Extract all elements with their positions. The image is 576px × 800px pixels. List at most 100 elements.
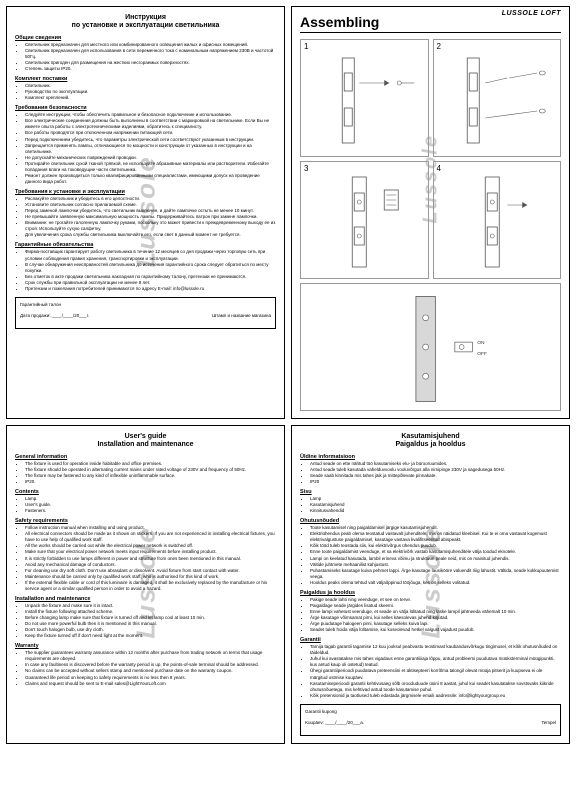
list-warranty: Фирма-поставщик гарантирует работу свети…	[15, 249, 276, 291]
list-item: For cleaning use dry soft cloth. Don't u…	[25, 568, 276, 574]
section-safety: Требования безопасности	[15, 105, 276, 111]
list-item: Протирайте светильник сухой тканой тряпк…	[25, 161, 276, 173]
list-warranty: The supplier guarantees warranty assuran…	[15, 650, 276, 686]
list-warranty: Tarnija tagab garantii tagamise 12 kuu j…	[300, 644, 561, 699]
title-l1: Kasutamisjuhend	[401, 433, 459, 440]
list-contents: Светильник.Руководство по эксплуатации.К…	[15, 83, 276, 101]
section-safety: Safety requirements	[15, 518, 276, 524]
section-general: Общие сведения	[15, 35, 276, 41]
title-l2: Installation and maintenance	[97, 441, 193, 448]
list-item: Hooldus peaks olema tehtud valt väljaõpp…	[310, 580, 561, 586]
svg-text:ON: ON	[477, 340, 485, 346]
list-item: The supplier guarantees warranty assuran…	[25, 650, 276, 662]
list-item: If the external flexible cable or cord o…	[25, 580, 276, 592]
section-warranty: Warranty	[15, 643, 276, 649]
list-item: Светильник предназначен для использовани…	[25, 48, 276, 60]
title-l1: Инструкция	[125, 14, 166, 21]
page-title: User's guide Installation and maintenanc…	[15, 433, 276, 450]
list-item: Для увеличения срока службы светильника …	[25, 232, 276, 238]
list-item: Ühegi garantiiperioodi puudatava preteen…	[310, 668, 561, 680]
diagram-step-2: 2	[433, 39, 562, 157]
list-safety: Следуйте инструкции, чтобы обеспечить пр…	[15, 112, 276, 185]
section-safety: Ohutusnõuded	[300, 518, 561, 524]
list-install: Unpack the fixture and make sure it is i…	[15, 603, 276, 639]
stamp-label: Штамп и название магазина	[212, 313, 271, 318]
warranty-label: Garantii kupong	[305, 709, 556, 714]
step-num: 1	[304, 42, 308, 51]
page-en: Lussole User's guide Installation and ma…	[6, 425, 285, 744]
brand-label: LUSSOLE LOFT	[502, 10, 561, 17]
list-install: Pakige seade lahti ning veenduge, et see…	[300, 597, 561, 633]
list-item: All electrical connectors should be made…	[25, 531, 276, 543]
list-contents: Lamp.User's guide.Fasteners.	[15, 496, 276, 514]
list-item: It is strictly forbidden to use lamps di…	[25, 556, 276, 562]
list-install: Распакуйте светильник и убедитесь в его …	[15, 196, 276, 238]
list-item: Juhul kui avastatakse mis tahes vigadaus…	[310, 656, 561, 668]
title-l2: по установке и эксплуатации светильника	[72, 22, 220, 29]
page-et: Lussole Kasutamisjuhend Paigaldus ja hoo…	[291, 425, 570, 744]
diagram-svg-3	[304, 165, 425, 275]
list-contents: LampKasutamisjuhendKinnitusvahendid	[300, 496, 561, 514]
section-general: Üldine informatsioon	[300, 454, 561, 460]
section-install: Installation and maintenance	[15, 596, 276, 602]
list-item: Без отметок в акте продажи светильника н…	[25, 274, 276, 280]
section-contents: Комплект поставки	[15, 76, 276, 82]
list-general: The fixture is used for operation inside…	[15, 461, 276, 485]
diagram-svg-4	[437, 165, 558, 275]
list-item: The fixture should be operated in altern…	[25, 467, 276, 473]
svg-text:OFF: OFF	[477, 351, 487, 357]
page-title: Инструкция по установке и эксплуатации с…	[15, 14, 276, 31]
list-item: Ремонт должен производиться только квали…	[25, 173, 276, 185]
list-item: Claims and request should be sent to E-m…	[25, 681, 276, 687]
diagram-final: ON OFF	[300, 283, 561, 411]
section-install: Paigaldus ja hooldus	[300, 590, 561, 596]
warranty-coupon: Garantii kupong Kuupäev: ____/____/20___…	[300, 704, 561, 736]
list-item: Puhastamiseks kasutage kuiva pehmet lapp…	[310, 568, 561, 580]
list-item: Keep the fixture turned off if don't nee…	[25, 633, 276, 639]
section-contents: Contents	[15, 489, 276, 495]
list-item: Внимание: не трогайте галогенную лампочк…	[25, 220, 276, 232]
list-item: Степень защиты IP20.	[25, 66, 276, 72]
section-warranty: Гарантийные обязательства	[15, 242, 276, 248]
diagram-step-4: 4	[433, 161, 562, 279]
diagram-grid: 1 2	[300, 39, 561, 411]
list-safety: Follow instruction manual when installin…	[15, 525, 276, 592]
list-item: Запрещается применять лампы, отличающиес…	[25, 143, 276, 155]
page-title: Kasutamisjuhend Paigaldus ja hooldus	[300, 433, 561, 450]
page-ru: Lussole Инструкция по установке и эксплу…	[6, 6, 285, 419]
warranty-label: Гарантийный талон	[20, 302, 271, 307]
diagram-step-1: 1	[300, 39, 429, 157]
section-contents: Sisu	[300, 489, 561, 495]
step-num: 3	[304, 164, 308, 173]
list-item: Перед подключением убедитесь, что параме…	[25, 137, 276, 143]
list-item: Комплект креплений.	[25, 95, 276, 101]
stamp-label: Tempel	[541, 720, 556, 725]
diagram-svg-1	[304, 43, 425, 153]
list-item: Tarnija tagab garantii tagamise 12 kuu j…	[310, 644, 561, 656]
list-item: Все электрические соединения должны быть…	[25, 118, 276, 130]
list-item: Elektriühendus peab olema teostatud vast…	[310, 531, 561, 543]
list-item: Fasteners.	[25, 508, 276, 514]
section-warranty: Garantii	[300, 637, 561, 643]
step-num: 4	[437, 164, 441, 173]
list-item: Светильник предназначен для местного или…	[25, 42, 276, 48]
list-safety: Toote kasutamisel ning paigaldamisel jär…	[300, 525, 561, 586]
list-item: Seadet tuleb hoida välja lülitamise, kui…	[310, 627, 561, 633]
step-num: 2	[437, 42, 441, 51]
list-item: Фирма-поставщик гарантирует работу свети…	[25, 249, 276, 261]
list-item: Kõik pretensionid ja taotlused tuleb eda…	[310, 693, 561, 699]
list-item: Kasutamiseperioodi garantii kehtivusaeg …	[310, 681, 561, 693]
date-label: Дата продажи: ____/____/20___г.	[20, 313, 89, 318]
diagram-svg-2	[437, 43, 558, 153]
list-item: Kinnitusvahendid	[310, 508, 561, 514]
date-label: Kuupäev: ____/____/20___a.	[305, 720, 364, 725]
list-item: Претензии и пожелания потребителей прини…	[25, 286, 276, 292]
diagram-step-3: 3	[300, 161, 429, 279]
warranty-coupon: Гарантийный талон Дата продажи: ____/___…	[15, 297, 276, 329]
diagram-svg-final: ON OFF	[304, 287, 557, 407]
list-general: Antud seade on ette nähtud töö kasutamis…	[300, 461, 561, 485]
list-general: Светильник предназначен для местного или…	[15, 42, 276, 72]
title-l2: Paigaldus ja hooldus	[395, 441, 465, 448]
section-install: Требования к установке и эксплуатации	[15, 189, 276, 195]
page-assembling: LUSSOLE LOFT Assembling Lussole 1	[291, 6, 570, 419]
